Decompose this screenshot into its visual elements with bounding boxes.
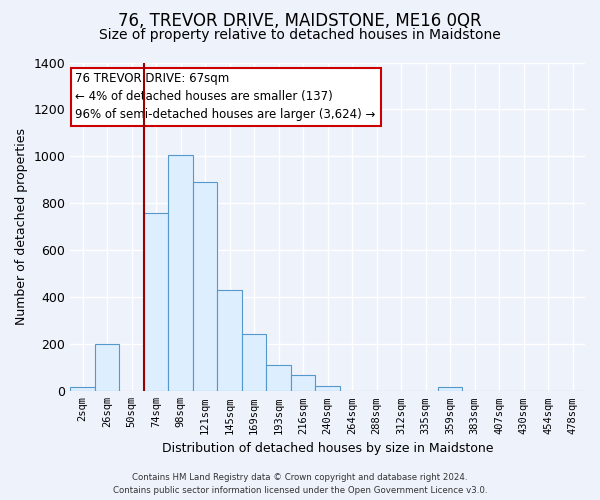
Bar	[144, 213, 169, 392]
Y-axis label: Number of detached properties: Number of detached properties	[15, 128, 28, 326]
Bar	[169, 156, 193, 392]
X-axis label: Distribution of detached houses by size in Maidstone: Distribution of detached houses by size …	[162, 442, 493, 455]
Bar	[70, 386, 95, 392]
Text: 76 TREVOR DRIVE: 67sqm
← 4% of detached houses are smaller (137)
96% of semi-det: 76 TREVOR DRIVE: 67sqm ← 4% of detached …	[76, 72, 376, 122]
Bar	[438, 387, 463, 392]
Text: Size of property relative to detached houses in Maidstone: Size of property relative to detached ho…	[99, 28, 501, 42]
Bar	[217, 290, 242, 392]
Bar	[95, 344, 119, 392]
Bar	[242, 334, 266, 392]
Text: Contains HM Land Registry data © Crown copyright and database right 2024.
Contai: Contains HM Land Registry data © Crown c…	[113, 474, 487, 495]
Bar	[316, 386, 340, 392]
Bar	[193, 182, 217, 392]
Bar	[266, 366, 291, 392]
Text: 76, TREVOR DRIVE, MAIDSTONE, ME16 0QR: 76, TREVOR DRIVE, MAIDSTONE, ME16 0QR	[118, 12, 482, 30]
Bar	[291, 376, 316, 392]
